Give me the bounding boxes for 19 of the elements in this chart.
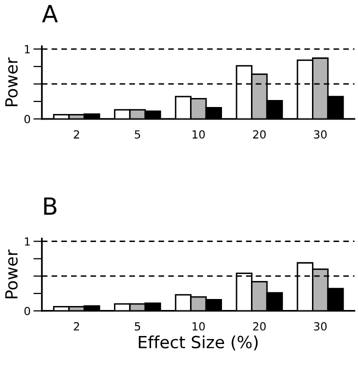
- x-tick-label: 10: [192, 322, 205, 331]
- x-tick-label: 2: [74, 130, 80, 138]
- x-axis-title: Effect Size (%): [138, 335, 258, 350]
- chart-title: A: [42, 5, 58, 22]
- x-tick-label: 30: [314, 322, 327, 331]
- y-tick-label: 0: [24, 114, 30, 124]
- y-tick-label: 0: [24, 306, 30, 316]
- x-tick-label: 10: [192, 130, 205, 139]
- x-tick-label: 30: [314, 130, 327, 139]
- x-tick-label: 2: [74, 322, 80, 330]
- x-tick-label: 20: [253, 130, 266, 139]
- y-tick-label: 1: [24, 45, 30, 54]
- y-axis-title: Power: [5, 57, 18, 106]
- y-axis-title: Power: [5, 250, 18, 298]
- y-tick-label: 1: [24, 237, 30, 246]
- x-tick-label: 5: [134, 130, 140, 139]
- x-tick-label: 20: [253, 322, 266, 331]
- chart-title: B: [44, 197, 56, 215]
- x-tick-label: 5: [134, 322, 140, 331]
